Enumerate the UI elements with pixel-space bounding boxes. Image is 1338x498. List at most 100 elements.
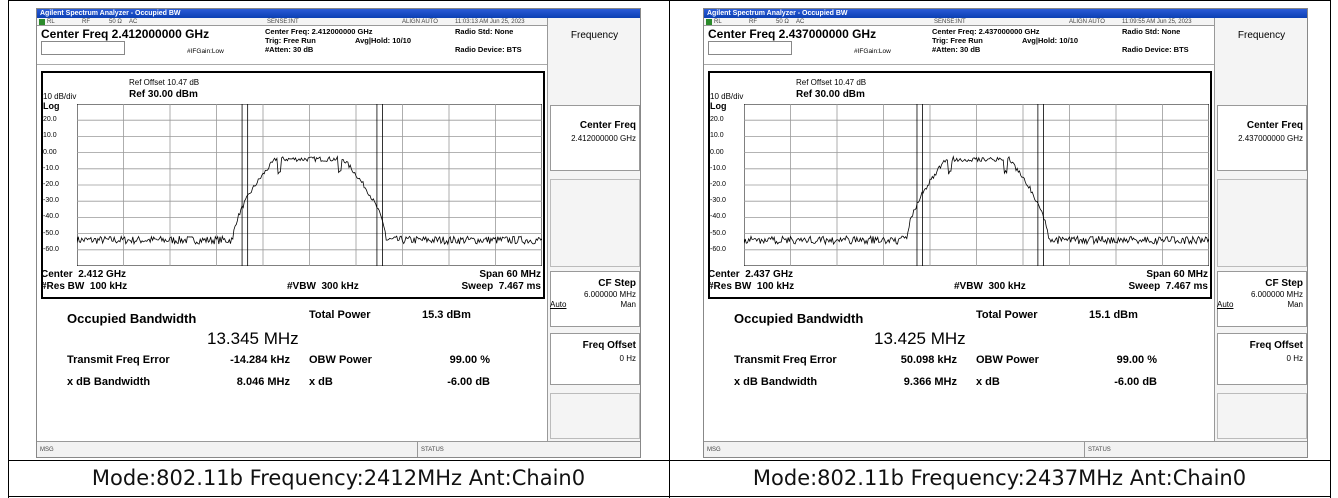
y-axis-label: -10.0	[43, 164, 59, 172]
softkey-value: 0 Hz	[619, 354, 636, 363]
softkey-button	[1217, 393, 1307, 439]
result-value: -6.00 dB	[447, 376, 490, 388]
scale: 10 dB/div	[43, 92, 77, 101]
center-freq: Center 2.412 GHz	[41, 269, 127, 280]
spectrum-trace	[744, 155, 1209, 246]
log-label: Log	[710, 101, 727, 111]
result-label: x dB	[309, 376, 333, 388]
status-row	[704, 18, 1214, 26]
scale: 10 dB/div	[710, 92, 744, 101]
result-value: -14.284 kHz	[230, 354, 290, 366]
res-bw: #Res BW 100 kHz	[41, 281, 128, 292]
caption: Mode:802.11b Frequency:2437MHz Ant:Chain…	[752, 466, 1247, 490]
title-bar	[704, 9, 1307, 18]
setting: #Atten: 30 dB	[932, 45, 981, 54]
y-axis-label: -50.0	[710, 229, 726, 237]
analyzer-screenshot: Agilent Spectrum Analyzer - Occupied BW R…	[703, 8, 1308, 458]
result-value: 99.00 %	[1116, 354, 1157, 366]
table-border	[669, 0, 670, 498]
y-axis-label: -50.0	[43, 229, 59, 237]
softkey-button	[550, 179, 640, 267]
softkey-option: Auto	[1217, 300, 1234, 309]
setting: #IFGain:Low	[187, 48, 224, 55]
center-freq: Center 2.437 GHz	[708, 269, 794, 280]
result-value: 99.00 %	[449, 354, 490, 366]
softkey-value: 6.000000 MHz	[583, 290, 636, 299]
status-icon	[39, 19, 45, 25]
softkey-label: Center Freq	[1246, 120, 1303, 131]
input-field	[41, 41, 125, 55]
input-field	[708, 41, 792, 55]
setting: Trig: Free Run	[932, 36, 983, 45]
sweep: Sweep 7.467 ms	[461, 281, 542, 292]
window-title: Agilent Spectrum Analyzer - Occupied BW	[707, 10, 848, 17]
y-axis-label: 10.0	[43, 132, 57, 140]
softkey-button	[1217, 333, 1307, 385]
result-value: 8.046 MHz	[236, 376, 290, 388]
status-text: RF	[749, 19, 757, 25]
status-text: 11:03:13 AM Jun 25, 2023	[455, 19, 525, 25]
status-row	[37, 18, 547, 26]
softkey-button	[1217, 271, 1307, 327]
y-axis-label: 0.00	[43, 148, 57, 156]
result-label: Transmit Freq Error	[67, 354, 170, 366]
setting: Avg|Hold: 10/10	[1022, 36, 1079, 45]
message-bar	[37, 441, 640, 457]
result-value: 15.3 dBm	[422, 309, 471, 321]
result-label: Occupied Bandwidth	[734, 311, 864, 326]
result-label: Total Power	[976, 309, 1038, 321]
softkey-label: Freq Offset	[1249, 340, 1303, 351]
table-border	[1330, 0, 1331, 498]
softkey-value: 6.000000 MHz	[1250, 290, 1303, 299]
window-title: Agilent Spectrum Analyzer - Occupied BW	[40, 10, 181, 17]
y-axis-label: -30.0	[43, 197, 59, 205]
table-border	[8, 0, 1331, 1]
sweep: Sweep 7.467 ms	[1128, 281, 1209, 292]
span: Span 60 MHz	[479, 269, 541, 280]
table-border	[8, 460, 1331, 461]
y-axis-label: -60.0	[710, 245, 726, 253]
log-label: Log	[43, 101, 60, 111]
ref-level: Ref 30.00 dBm	[129, 89, 198, 100]
y-axis-label: -20.0	[710, 181, 726, 188]
result-label: Total Power	[309, 309, 371, 321]
radio-setting: Radio Std: None	[455, 27, 514, 36]
result-label: x dB Bandwidth	[67, 376, 151, 388]
softkey-value: 0 Hz	[1286, 354, 1303, 363]
vbw: #VBW 300 kHz	[954, 281, 1026, 292]
softkey-button	[550, 333, 640, 385]
status-text: ALIGN AUTO	[1069, 19, 1105, 25]
y-axis-label: 0.00	[710, 148, 724, 156]
status-text: SENSE:INT	[267, 19, 299, 25]
softkey-label: CF Step	[598, 278, 636, 289]
status-divider	[417, 442, 418, 457]
result-value: -6.00 dB	[1114, 376, 1157, 388]
result-value: 15.1 dBm	[1089, 309, 1138, 321]
graph-frame	[708, 71, 1212, 299]
setting: #Atten: 30 dB	[265, 45, 314, 54]
status-text: 50 Ω	[109, 19, 122, 25]
analyzer-screenshot: Agilent Spectrum Analyzer - Occupied BW R…	[36, 8, 641, 458]
status-text: ALIGN AUTO	[402, 19, 438, 25]
y-axis-label: 20.0	[43, 116, 57, 124]
y-axis-label: -40.0	[710, 213, 726, 221]
status-divider	[1084, 442, 1085, 457]
msg-label: MSG	[707, 447, 721, 453]
radio-setting: Radio Device: BTS	[455, 45, 522, 54]
center-freq-heading: Center Freq 2.437000000 GHz	[708, 27, 877, 41]
y-axis-label: -30.0	[710, 197, 726, 205]
softkey-value: 2.412000000 GHz	[571, 134, 636, 143]
spectrum-plot	[77, 104, 542, 266]
softkey-title: Frequency	[570, 30, 619, 41]
result-value: 50.098 kHz	[900, 354, 957, 366]
y-axis-label: 20.0	[710, 116, 724, 124]
status-text: RF	[82, 19, 90, 25]
result-label: x dB	[976, 376, 1000, 388]
setting: Center Freq: 2.437000000 GHz	[932, 27, 1040, 36]
result-label: x dB Bandwidth	[734, 376, 818, 388]
table-border	[8, 496, 1331, 497]
softkey-label: Center Freq	[579, 120, 636, 131]
setting: Center Freq: 2.412000000 GHz	[265, 27, 373, 36]
status-text: RL	[714, 19, 722, 25]
